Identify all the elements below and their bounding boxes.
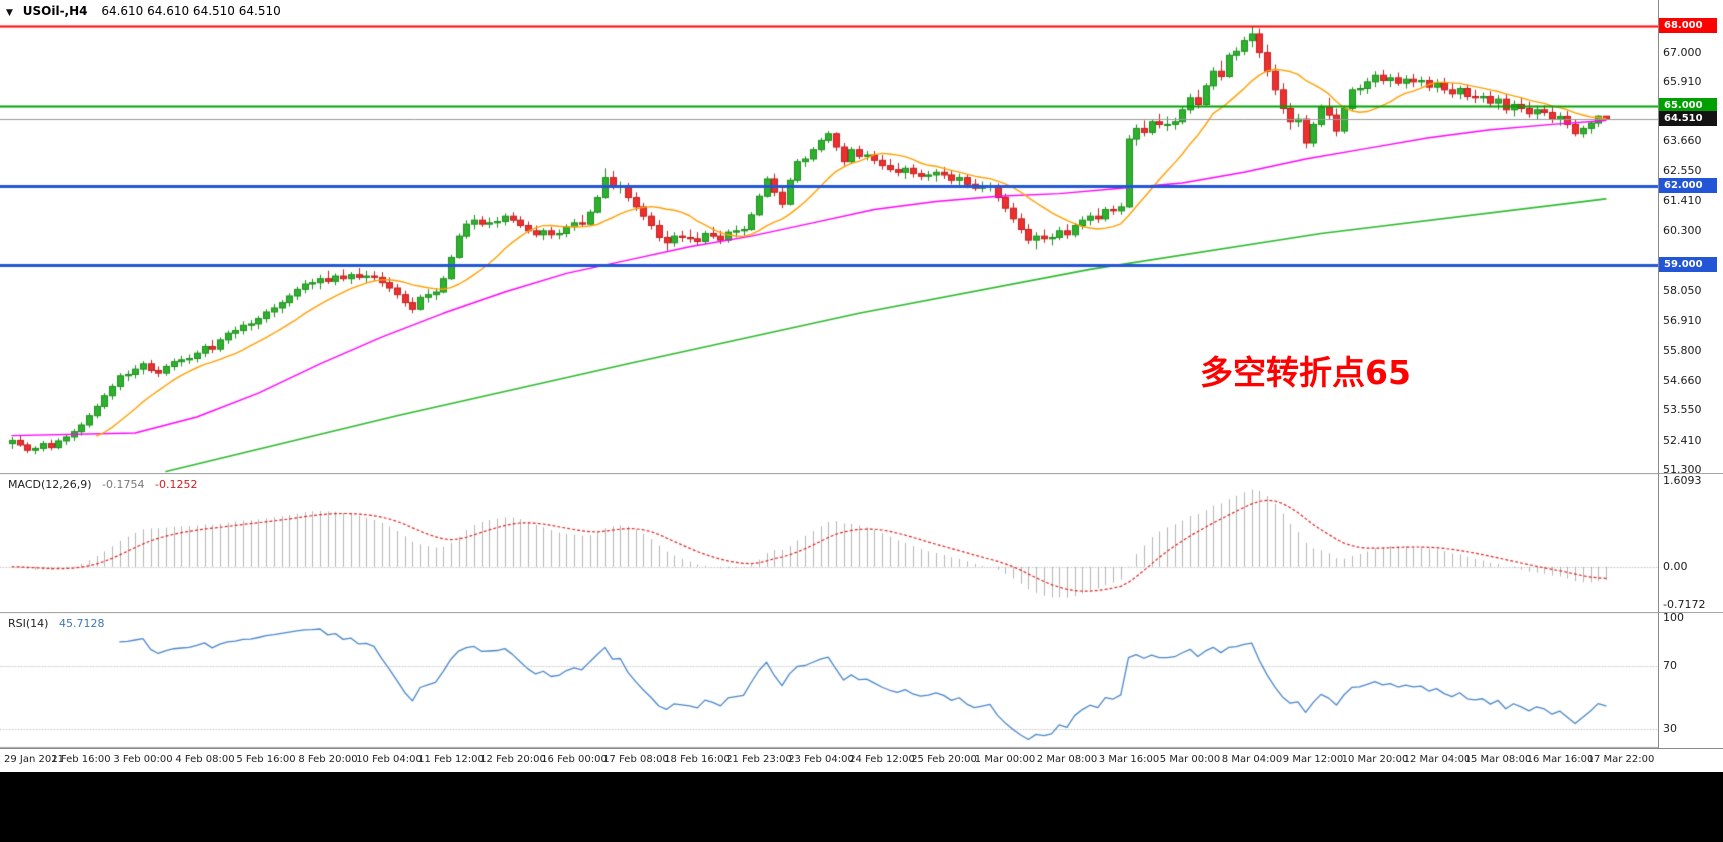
time-axis-label: 5 Feb 16:00 bbox=[236, 754, 296, 765]
price-tick-label: 61.410 bbox=[1663, 194, 1702, 207]
symbol-ohlc-readout: ▼ USOil-,H4 64.610 64.610 64.510 64.510 bbox=[6, 4, 281, 18]
price-tick-label: 51.300 bbox=[1663, 463, 1702, 476]
price-badge: 68.000 bbox=[1659, 18, 1717, 33]
time-axis-label: 3 Feb 00:00 bbox=[113, 754, 173, 765]
time-axis-label: 15 Mar 08:00 bbox=[1464, 754, 1532, 765]
time-axis-label: 12 Mar 04:00 bbox=[1403, 754, 1471, 765]
price-tick-label: 54.660 bbox=[1663, 374, 1702, 387]
time-axis-label: 4 Feb 08:00 bbox=[175, 754, 235, 765]
time-axis-label: 11 Feb 12:00 bbox=[418, 754, 484, 765]
time-axis-label: 3 Mar 16:00 bbox=[1098, 754, 1160, 765]
chart-menu-icon[interactable]: ▼ bbox=[6, 8, 13, 18]
macd-panel-canvas[interactable] bbox=[0, 473, 1658, 612]
chart-annotation-text: 多空转折点65 bbox=[1200, 353, 1411, 392]
time-axis-label: 1 Feb 16:00 bbox=[51, 754, 111, 765]
price-tick-label: 56.910 bbox=[1663, 314, 1702, 327]
rsi-tick-label: 100 bbox=[1663, 611, 1684, 624]
price-axis[interactable]: 67.000 65.910 63.660 62.550 61.410 60.300 58.0… bbox=[1659, 0, 1723, 748]
price-chart-canvas[interactable] bbox=[0, 0, 1658, 473]
panel-separator-macd[interactable] bbox=[0, 473, 1723, 474]
price-tick-label: 58.050 bbox=[1663, 284, 1702, 297]
panel-separator-rsi[interactable] bbox=[0, 612, 1723, 613]
time-axis-label: 10 Mar 20:00 bbox=[1341, 754, 1409, 765]
macd-tick-label: 1.6093 bbox=[1663, 474, 1702, 487]
price-tick-label: 52.410 bbox=[1663, 434, 1702, 447]
price-badge: 65.000 bbox=[1659, 98, 1717, 113]
time-axis-label: 8 Mar 04:00 bbox=[1221, 754, 1283, 765]
time-axis-label: 17 Mar 22:00 bbox=[1587, 754, 1655, 765]
time-axis-label: 8 Feb 20:00 bbox=[298, 754, 358, 765]
time-axis-label: 29 Jan 2021 bbox=[4, 754, 64, 765]
price-badge: 59.000 bbox=[1659, 257, 1717, 272]
symbol-period-label: USOil-,H4 bbox=[22, 4, 88, 18]
time-axis-label: 23 Feb 04:00 bbox=[788, 754, 854, 765]
time-axis-label: 2 Mar 08:00 bbox=[1036, 754, 1098, 765]
macd-tick-label: 0.00 bbox=[1663, 560, 1688, 573]
time-axis-label: 25 Feb 20:00 bbox=[911, 754, 977, 765]
bottom-black-bar bbox=[0, 772, 1723, 842]
time-axis-label: 18 Feb 16:00 bbox=[664, 754, 730, 765]
time-axis-label: 16 Mar 16:00 bbox=[1526, 754, 1594, 765]
macd-indicator-label: MACD(12,26,9) -0.1754 -0.1252 bbox=[8, 478, 197, 491]
rsi-value: 45.7128 bbox=[58, 617, 105, 630]
time-axis-label: 9 Mar 12:00 bbox=[1282, 754, 1344, 765]
rsi-tick-label: 70 bbox=[1663, 659, 1677, 672]
time-axis-label: 1 Mar 00:00 bbox=[974, 754, 1036, 765]
macd-signal-value: -0.1252 bbox=[155, 478, 198, 491]
price-tick-label: 63.660 bbox=[1663, 134, 1702, 147]
time-axis-label: 17 Feb 08:00 bbox=[603, 754, 669, 765]
price-scale-border bbox=[1658, 0, 1659, 748]
time-axis-label: 24 Feb 12:00 bbox=[849, 754, 915, 765]
price-tick-label: 62.550 bbox=[1663, 164, 1702, 177]
time-axis-label: 16 Feb 00:00 bbox=[541, 754, 607, 765]
time-axis-label: 10 Feb 04:00 bbox=[356, 754, 422, 765]
time-axis-label: 12 Feb 20:00 bbox=[480, 754, 546, 765]
time-axis-label: 5 Mar 00:00 bbox=[1159, 754, 1221, 765]
price-tick-label: 53.550 bbox=[1663, 403, 1702, 416]
price-badge: 62.000 bbox=[1659, 178, 1717, 193]
price-badge: 64.510 bbox=[1659, 111, 1717, 126]
price-tick-label: 67.000 bbox=[1663, 46, 1702, 59]
price-tick-label: 55.800 bbox=[1663, 344, 1702, 357]
macd-name: MACD(12,26,9) bbox=[8, 478, 92, 491]
time-axis[interactable]: 29 Jan 2021 1 Feb 16:00 3 Feb 00:00 4 Feb 0… bbox=[0, 748, 1723, 772]
rsi-tick-label: 30 bbox=[1663, 722, 1677, 735]
rsi-name: RSI(14) bbox=[8, 617, 49, 630]
time-axis-label: 21 Feb 23:00 bbox=[726, 754, 792, 765]
macd-main-value: -0.1754 bbox=[102, 478, 145, 491]
macd-tick-label: -0.7172 bbox=[1663, 598, 1706, 611]
rsi-indicator-label: RSI(14) 45.7128 bbox=[8, 617, 104, 630]
ohlc-values: 64.610 64.610 64.510 64.510 bbox=[101, 4, 281, 18]
price-tick-label: 65.910 bbox=[1663, 75, 1702, 88]
price-tick-label: 60.300 bbox=[1663, 224, 1702, 237]
rsi-panel-canvas[interactable] bbox=[0, 612, 1658, 748]
